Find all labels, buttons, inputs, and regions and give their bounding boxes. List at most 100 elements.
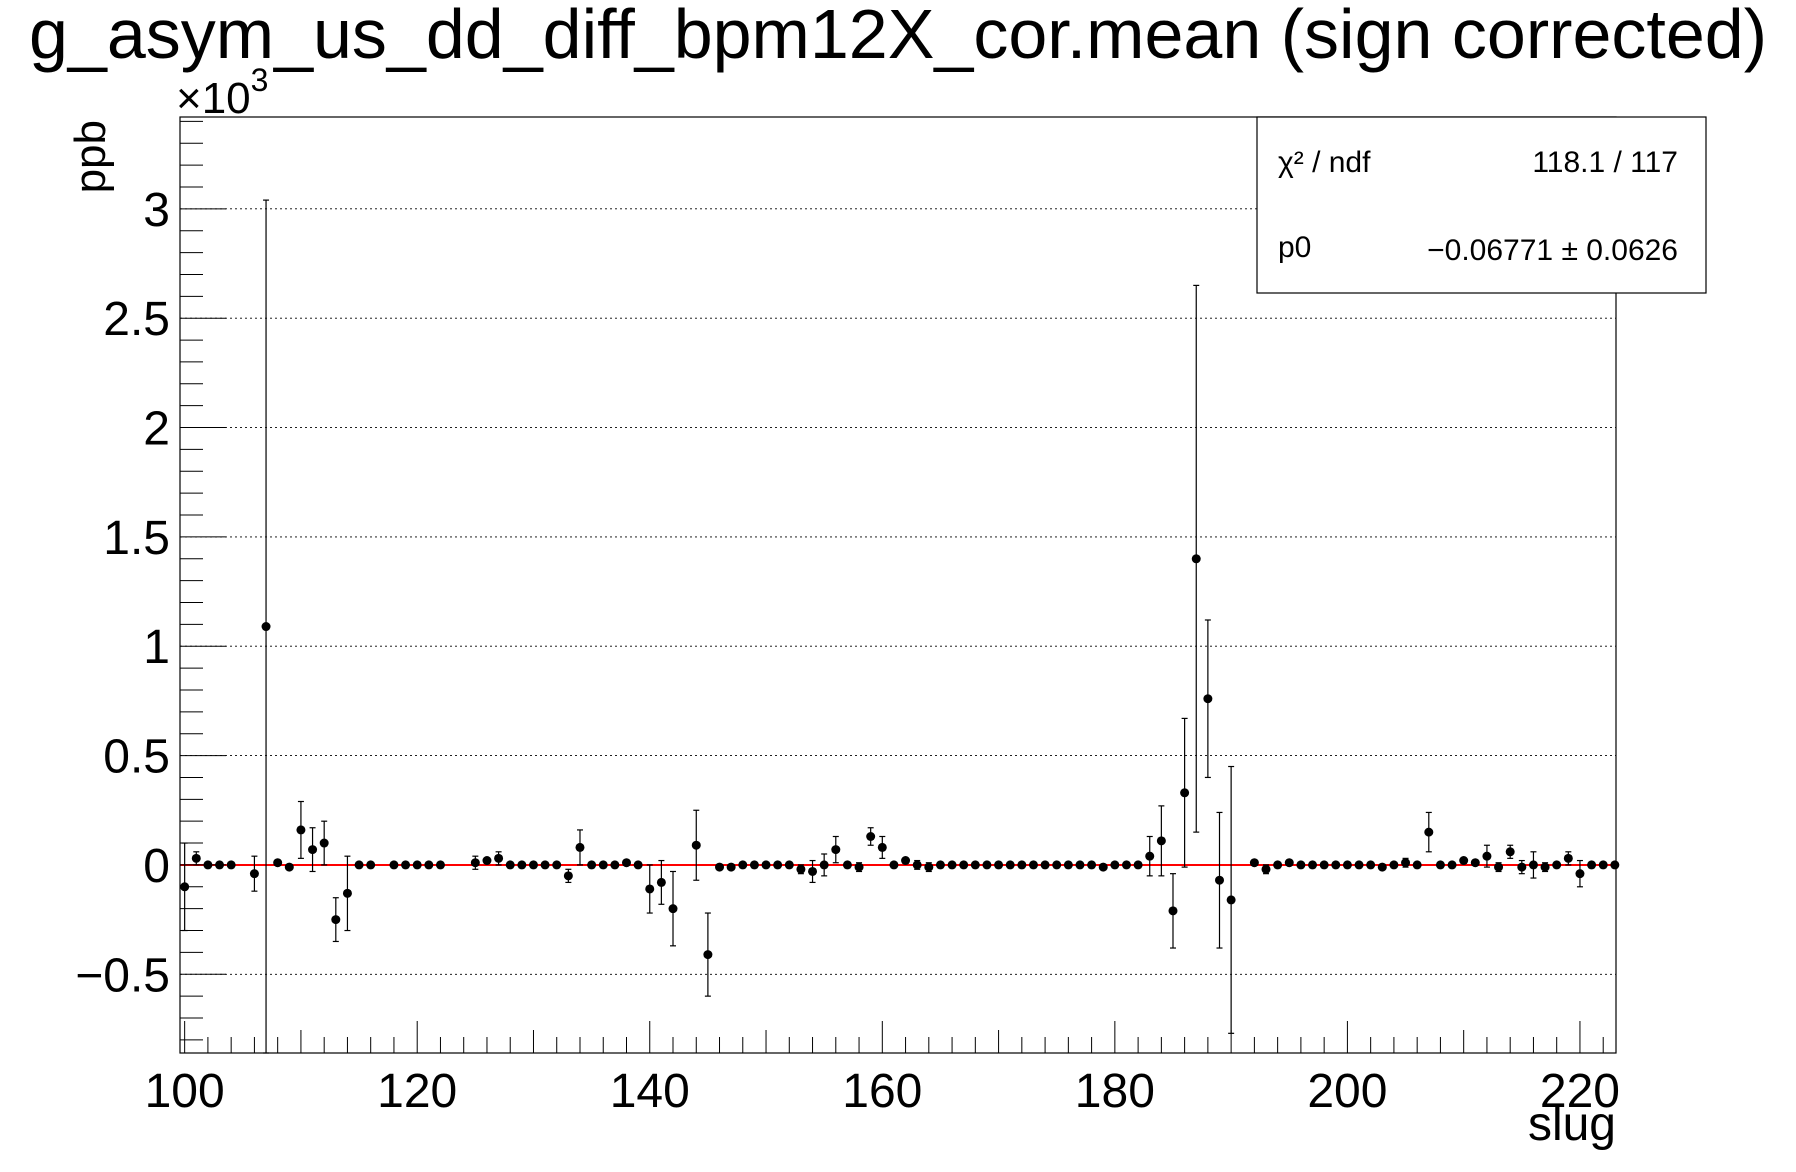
data-marker — [703, 950, 713, 960]
data-point — [1354, 860, 1364, 870]
data-point — [1563, 851, 1573, 866]
data-point — [773, 860, 783, 870]
stats-box-frame — [1256, 116, 1707, 294]
x-tick-label: 200 — [1307, 1065, 1387, 1118]
data-point — [1342, 860, 1352, 870]
data-marker — [715, 862, 725, 872]
y-axis-exponent: ×103 — [176, 62, 268, 123]
data-point — [901, 856, 911, 866]
y-tick-label: 0.5 — [103, 731, 170, 784]
data-point — [738, 860, 748, 870]
data-marker — [1087, 860, 1097, 870]
data-point — [1121, 860, 1131, 870]
data-point — [1191, 284, 1201, 833]
data-marker — [959, 860, 969, 870]
data-marker — [435, 860, 445, 870]
data-point — [1005, 860, 1015, 870]
data-point — [796, 864, 806, 875]
data-point — [517, 860, 527, 870]
data-marker — [1517, 862, 1527, 872]
data-point — [1552, 860, 1562, 870]
data-point — [1052, 860, 1062, 870]
data-marker — [412, 860, 422, 870]
data-point — [354, 860, 364, 870]
data-marker — [924, 862, 934, 872]
data-point — [749, 860, 759, 870]
data-point — [656, 859, 666, 905]
data-marker — [1005, 860, 1015, 870]
data-point — [1028, 860, 1038, 870]
data-marker — [1354, 860, 1364, 870]
data-marker — [319, 838, 329, 848]
x-tick-label: 180 — [1075, 1065, 1155, 1118]
x-tick-label: 160 — [842, 1065, 922, 1118]
data-point — [308, 827, 318, 873]
data-marker — [656, 877, 666, 887]
data-marker — [296, 825, 306, 835]
data-marker — [1180, 788, 1190, 798]
data-marker — [1552, 860, 1562, 870]
data-point — [470, 855, 480, 870]
data-marker — [331, 915, 341, 925]
data-marker — [1284, 858, 1294, 868]
data-marker — [842, 860, 852, 870]
data-point — [1505, 844, 1515, 859]
data-point — [342, 855, 352, 932]
y-tick-label: 0 — [143, 840, 170, 893]
data-point — [1424, 811, 1434, 853]
data-point — [1075, 860, 1085, 870]
data-marker — [1017, 860, 1027, 870]
x-axis-label: slug — [1528, 1098, 1616, 1151]
stats-chi2-label: χ² / ndf — [1278, 146, 1371, 179]
data-point — [715, 862, 725, 872]
y-tick-label: 2 — [143, 403, 170, 456]
data-point — [505, 860, 515, 870]
data-marker — [761, 860, 771, 870]
x-tick-label: 100 — [145, 1065, 225, 1118]
data-marker — [935, 860, 945, 870]
data-marker — [1063, 860, 1073, 870]
data-point — [1319, 860, 1329, 870]
data-point — [831, 835, 841, 864]
data-marker — [947, 860, 957, 870]
data-point — [389, 860, 399, 870]
data-point — [994, 860, 1004, 870]
data-point — [1366, 860, 1376, 870]
data-marker — [598, 860, 608, 870]
data-marker — [1505, 847, 1515, 857]
x-tick-label: 220 — [1540, 1065, 1620, 1118]
data-point — [1412, 860, 1422, 870]
stats-p0-value: −0.06771 ± 0.0626 — [1427, 234, 1678, 267]
data-point — [494, 851, 504, 866]
y-tick-label: −0.5 — [75, 949, 170, 1002]
data-marker — [796, 864, 806, 874]
data-marker — [866, 831, 876, 841]
data-point — [1401, 857, 1411, 868]
data-marker — [261, 622, 271, 632]
x-tick-label: 120 — [377, 1065, 457, 1118]
stats-chi2-value: 118.1 / 117 — [1532, 146, 1678, 179]
data-marker — [1098, 862, 1108, 872]
data-marker — [587, 860, 597, 870]
data-point — [435, 860, 445, 870]
data-point — [1203, 619, 1213, 779]
data-marker — [1342, 860, 1352, 870]
data-point — [575, 829, 585, 866]
data-marker — [901, 856, 911, 866]
data-marker — [1470, 858, 1480, 868]
data-point — [633, 860, 643, 870]
data-marker — [528, 860, 538, 870]
data-point — [726, 862, 736, 872]
data-point — [1017, 860, 1027, 870]
data-marker — [1563, 853, 1573, 863]
data-marker — [1156, 836, 1166, 846]
data-marker — [389, 860, 399, 870]
data-point — [1389, 860, 1399, 870]
data-point — [1331, 860, 1341, 870]
data-marker — [494, 853, 504, 863]
data-marker — [1424, 827, 1434, 837]
data-marker — [1482, 851, 1492, 861]
data-marker — [226, 860, 236, 870]
data-point — [1308, 860, 1318, 870]
data-point — [912, 859, 922, 870]
